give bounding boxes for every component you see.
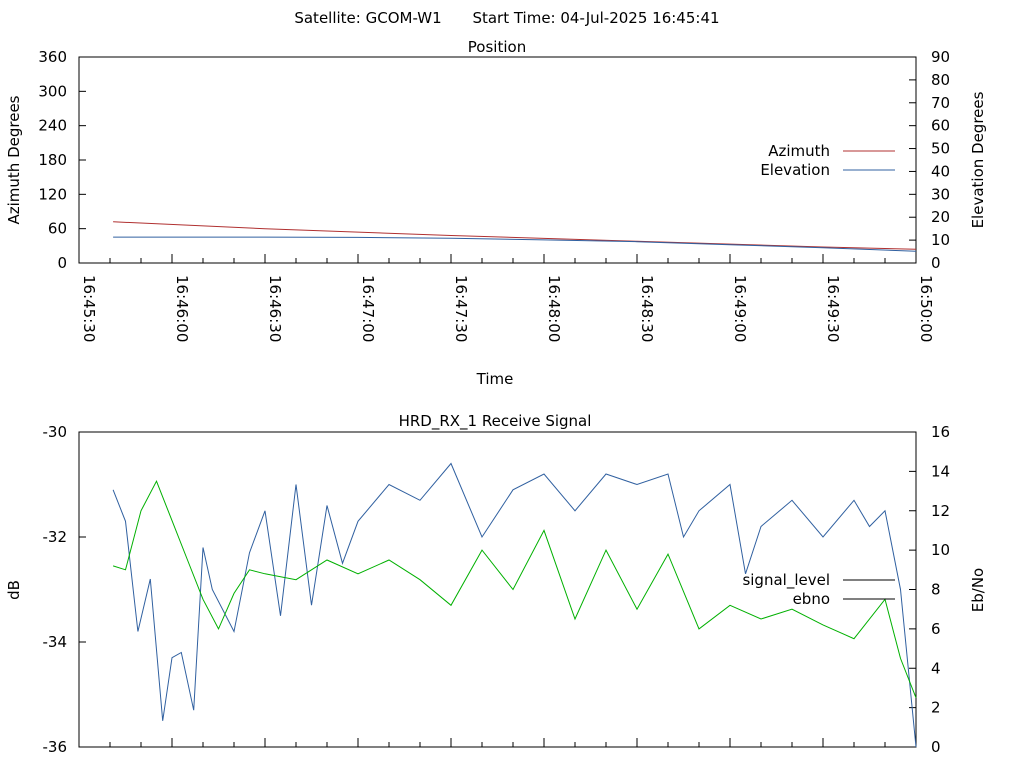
y2-tick-label: 6 [931,620,941,638]
x-tick-label: 16:48:30 [638,275,656,342]
y2-tick-label: 50 [931,140,950,158]
x-tick-label: 16:47:00 [359,275,377,342]
y2-tick-label: 80 [931,71,950,89]
y-tick-label: -32 [43,528,68,546]
ebno-series-line [112,479,917,698]
y2-tick-label: 20 [931,208,950,226]
position-y2label: Elevation Degrees [969,91,987,228]
signal-level-series-line [112,462,917,748]
y-tick-label: -36 [43,738,68,756]
position-xlabel: Time [476,370,514,388]
signal-legend: signal_level ebno [742,571,895,608]
x-tick-label: 16:46:30 [266,275,284,342]
header-satellite: Satellite: GCOM-W1 [294,9,441,27]
signal-time-axis [78,738,917,747]
y2-tick-label: 0 [931,254,941,272]
header-start-time: Start Time: 04-Jul-2025 16:45:41 [472,9,719,27]
y2-tick-label: 10 [931,231,950,249]
y2-tick-label: 70 [931,94,950,112]
legend-azimuth-label: Azimuth [768,142,830,160]
y2-tick-label: 8 [931,581,941,599]
position-legend: Azimuth Elevation [760,142,895,179]
signal-db-axis: -36 -34 -32 -30 [43,423,86,756]
legend-elevation-label: Elevation [760,161,830,179]
position-ylabel: Azimuth Degrees [5,95,23,224]
y-tick-label: 180 [38,151,67,169]
signal-series [112,462,917,748]
position-title: Position [468,38,526,56]
position-series [113,221,917,252]
position-azimuth-axis: 0 60 120 180 240 300 360 [38,48,86,272]
signal-ebno-axis: 0 2 4 6 8 10 12 14 16 [909,423,950,756]
x-tick-label: 16:48:00 [545,275,563,342]
x-tick-label: 16:46:00 [173,275,191,342]
elevation-series-line [113,236,917,252]
legend-signal-level-label: signal_level [742,571,830,590]
position-plot-frame [78,56,917,264]
y-tick-label: -30 [43,423,68,441]
y2-tick-label: 40 [931,162,950,180]
y2-tick-label: 4 [931,659,941,677]
y2-tick-label: 16 [931,423,950,441]
y2-tick-label: 90 [931,48,950,66]
y-tick-label: 300 [38,82,67,100]
y-tick-label: 360 [38,48,67,66]
position-time-axis: 16:45:30 16:46:00 16:46:30 16:47:00 16:47:30… [78,254,935,342]
y2-tick-label: 2 [931,699,941,717]
x-tick-label: 16:45:30 [80,275,98,342]
y2-tick-label: 14 [931,462,950,480]
x-tick-label: 16:50:00 [917,275,935,342]
legend-ebno-label: ebno [793,590,830,608]
signal-y2label: Eb/No [969,568,987,612]
x-tick-label: 16:47:30 [452,275,470,342]
y-tick-label: 60 [48,220,67,238]
signal-ylabel: dB [5,580,23,600]
y2-tick-label: 12 [931,502,950,520]
x-tick-label: 16:49:30 [824,275,842,342]
y-tick-label: 240 [38,117,67,135]
y-tick-label: 120 [38,185,67,203]
azimuth-series-line [113,221,917,250]
y2-tick-label: 60 [931,117,950,135]
position-elevation-axis: 0 10 20 30 40 50 60 70 80 90 [909,48,950,272]
y-tick-label: -34 [43,633,68,651]
y2-tick-label: 30 [931,185,950,203]
signal-title: HRD_RX_1 Receive Signal [399,412,592,431]
x-tick-label: 16:49:00 [731,275,749,342]
y2-tick-label: 10 [931,541,950,559]
y2-tick-label: 0 [931,738,941,756]
y-tick-label: 0 [57,254,67,272]
signal-plot-frame [78,431,917,748]
